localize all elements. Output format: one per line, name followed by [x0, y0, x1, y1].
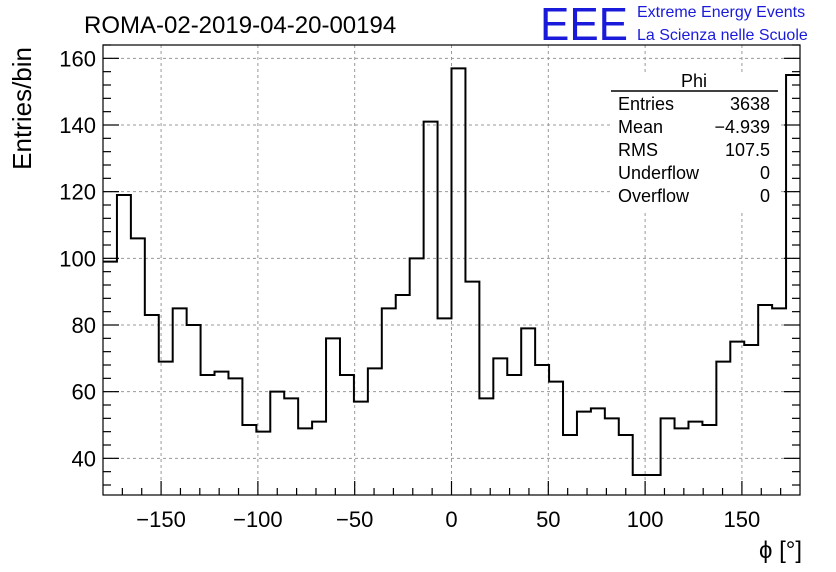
histogram-bin — [549, 382, 563, 495]
histogram-bin — [354, 402, 368, 495]
histogram-bin — [284, 398, 298, 495]
histogram-bin — [493, 358, 507, 495]
y-tick-label: 140 — [59, 113, 96, 138]
histogram-bin — [201, 375, 215, 495]
stats-box: Phi Entries 3638 Mean −4.939 RMS 107.5 Underfl… — [611, 71, 781, 210]
x-tick-label: 100 — [627, 507, 664, 532]
histogram-bin — [452, 68, 466, 495]
stats-value: −4.939 — [714, 117, 770, 137]
x-tick-label: −150 — [136, 507, 186, 532]
histogram-bin — [688, 422, 702, 495]
histogram-bin — [270, 392, 284, 495]
histogram-bin — [396, 295, 410, 495]
histogram-bin — [228, 378, 242, 495]
histogram-bin — [772, 308, 786, 495]
histogram-bin — [535, 365, 549, 495]
stats-value: 0 — [760, 163, 770, 183]
stats-label: Entries — [618, 94, 674, 114]
y-tick-label: 100 — [59, 246, 96, 271]
y-tick-labels: 40 60 80 100 120 140 160 — [59, 46, 96, 471]
histogram-bin — [716, 362, 730, 495]
y-tick-label: 120 — [59, 180, 96, 205]
histogram-bin — [145, 315, 159, 495]
x-tick-label: −50 — [336, 507, 373, 532]
stats-label: Underflow — [618, 163, 700, 183]
histogram-bin — [661, 418, 675, 495]
histogram-bars — [103, 67, 800, 495]
histogram-bin — [368, 368, 382, 495]
histogram-bin — [187, 325, 201, 495]
histogram-bin — [521, 328, 535, 495]
project-subtitle: La Scienza nelle Scuole — [637, 27, 808, 44]
stats-label: Overflow — [618, 186, 690, 206]
stats-value: 3638 — [730, 94, 770, 114]
histogram-bin — [410, 258, 424, 495]
x-tick-label: 150 — [724, 507, 761, 532]
stats-value: 107.5 — [725, 140, 770, 160]
histogram-bin — [117, 195, 131, 495]
project-name: Extreme Energy Events — [637, 4, 805, 21]
run-title: ROMA-02-2019-04-20-00194 — [84, 12, 396, 39]
histogram-bin — [675, 428, 689, 495]
histogram-bin — [702, 425, 716, 495]
x-tick-label: 50 — [536, 507, 560, 532]
histogram-bin — [619, 435, 633, 495]
histogram-bin — [382, 308, 396, 495]
y-axis-label: Entries/bin — [7, 47, 37, 170]
histogram-bin — [131, 238, 145, 495]
histogram-bin — [438, 318, 452, 495]
histogram-bin — [215, 372, 229, 495]
eee-logo: EEE — [540, 0, 628, 50]
histogram-bin — [340, 375, 354, 495]
histogram-bin — [242, 425, 256, 495]
histogram-bin — [424, 122, 438, 495]
stats-box-title: Phi — [681, 71, 707, 91]
histogram-bin — [605, 418, 619, 495]
histogram-bin — [730, 342, 744, 495]
histogram-bin — [563, 435, 577, 495]
y-tick-label: 80 — [72, 313, 96, 338]
histogram-bin — [173, 308, 187, 495]
y-tick-label: 60 — [72, 380, 96, 405]
histogram-bin — [298, 428, 312, 495]
y-tick-label: 160 — [59, 46, 96, 71]
histogram-bin — [577, 412, 591, 495]
x-tick-label: 0 — [445, 507, 457, 532]
stats-label: RMS — [618, 140, 658, 160]
histogram-bin — [312, 422, 326, 495]
histogram-bin — [465, 282, 479, 495]
histogram-bin — [479, 398, 493, 495]
stats-value: 0 — [760, 186, 770, 206]
axis-ticks — [103, 44, 800, 495]
histogram-bin — [758, 305, 772, 495]
histogram-bin — [507, 375, 521, 495]
histogram-bin — [159, 362, 173, 495]
stats-label: Mean — [618, 117, 663, 137]
histogram-outline — [103, 67, 800, 476]
x-tick-label: −100 — [233, 507, 283, 532]
x-axis-label: ϕ [°] — [759, 537, 802, 564]
histogram-bin — [591, 408, 605, 495]
x-tick-labels: −150 −100 −50 0 50 100 150 — [136, 507, 760, 532]
histogram-bin — [744, 345, 758, 495]
y-tick-label: 40 — [72, 446, 96, 471]
histogram-bin — [326, 338, 340, 495]
histogram-bin — [647, 475, 661, 495]
